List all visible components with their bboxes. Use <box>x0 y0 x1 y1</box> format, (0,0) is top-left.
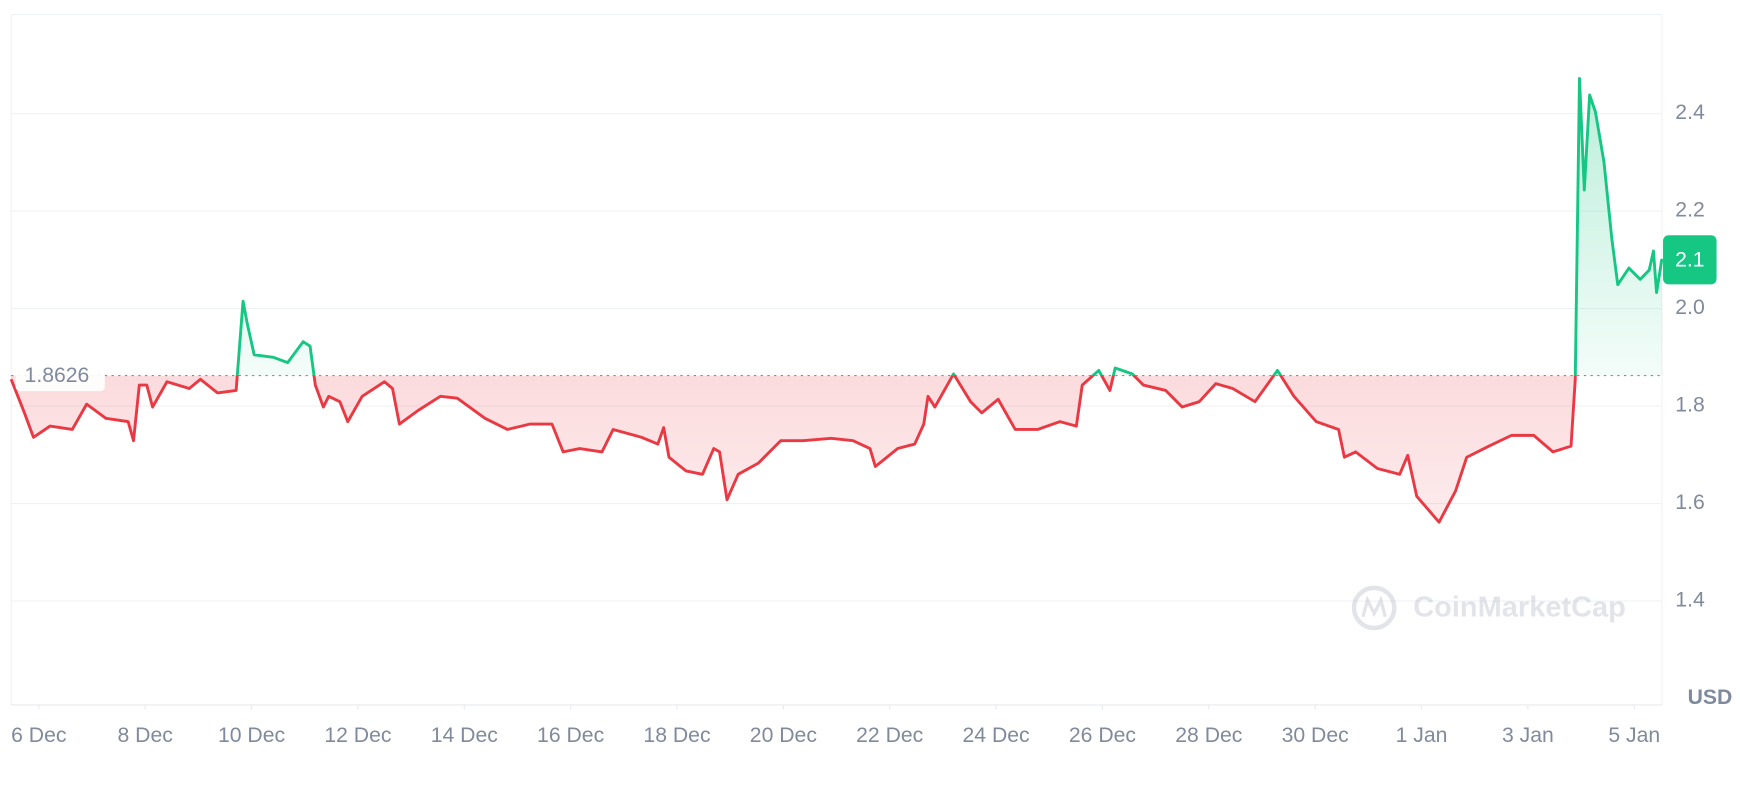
y-tick-label: 1.8 <box>1675 394 1704 417</box>
x-tick-label: 5 Jan <box>1608 724 1660 747</box>
x-tick-label: 16 Dec <box>537 724 605 747</box>
y-tick-label: 2.2 <box>1675 199 1704 222</box>
x-tick-label: 18 Dec <box>643 724 711 747</box>
y-tick-label: 1.6 <box>1675 491 1704 514</box>
current-price-label: 2.1 <box>1675 249 1704 272</box>
x-tick-label: 24 Dec <box>963 724 1031 747</box>
x-tick-label: 14 Dec <box>431 724 499 747</box>
watermark-text: CoinMarketCap <box>1413 592 1626 624</box>
baseline-label-bg <box>15 359 105 392</box>
y-tick-label: 2.4 <box>1675 101 1705 124</box>
price-line <box>9 77 1664 524</box>
current-price-badge <box>1663 235 1717 285</box>
x-tick-label: 1 Jan <box>1396 724 1448 747</box>
x-tick-label: 30 Dec <box>1282 724 1350 747</box>
x-tick-label: 28 Dec <box>1175 724 1243 747</box>
watermark-logo-mark <box>1361 595 1387 618</box>
x-tick-label: 3 Jan <box>1502 724 1554 747</box>
unit-label: USD <box>1688 686 1733 709</box>
x-tick-label: 20 Dec <box>750 724 818 747</box>
y-tick-label: 2.0 <box>1675 296 1704 319</box>
x-tick-label: 6 Dec <box>11 724 67 747</box>
watermark-logo <box>1351 585 1397 631</box>
x-tick-label: 12 Dec <box>324 724 392 747</box>
x-tick-label: 8 Dec <box>117 724 173 747</box>
watermark: CoinMarketCap <box>1351 585 1626 631</box>
y-tick-label: 1.4 <box>1675 589 1705 612</box>
x-tick-label: 22 Dec <box>856 724 924 747</box>
price-area <box>11 78 1662 523</box>
x-tick-label: 10 Dec <box>218 724 286 747</box>
x-tick-label: 26 Dec <box>1069 724 1137 747</box>
baseline-label: 1.8626 <box>25 364 90 387</box>
